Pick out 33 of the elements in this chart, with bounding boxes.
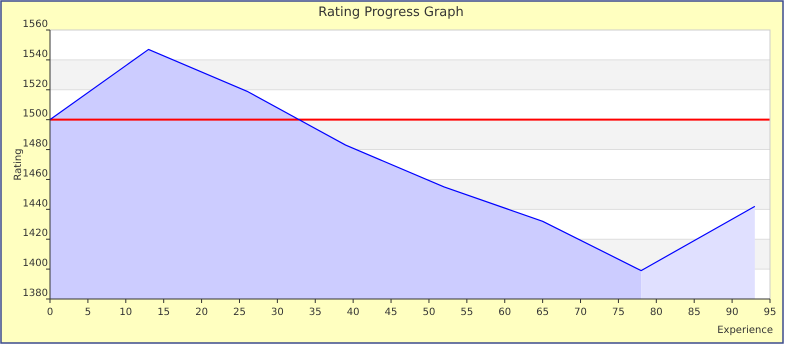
x-tick-label: 50 bbox=[422, 307, 436, 318]
x-tick-label: 40 bbox=[346, 307, 360, 318]
x-tick-label: 10 bbox=[119, 307, 132, 318]
x-tick-label: 60 bbox=[498, 307, 512, 318]
y-tick-label: 1540 bbox=[22, 48, 48, 60]
y-tick-label: 1460 bbox=[22, 168, 48, 180]
x-tick-label: 25 bbox=[233, 307, 246, 318]
x-tick-label: 55 bbox=[460, 307, 474, 318]
chart-title: Rating Progress Graph bbox=[318, 5, 464, 20]
x-tick-label: 35 bbox=[308, 307, 322, 318]
y-tick-label: 1560 bbox=[22, 19, 48, 30]
x-tick-label: 95 bbox=[764, 307, 776, 318]
x-tick-label: 20 bbox=[195, 307, 208, 318]
y-tick-label: 1440 bbox=[22, 198, 48, 210]
x-tick-label: 15 bbox=[157, 307, 170, 318]
x-tick-label: 0 bbox=[46, 307, 54, 318]
x-tick-label: 30 bbox=[271, 307, 284, 318]
y-tick-label: 1420 bbox=[22, 228, 48, 240]
x-tick-label: 5 bbox=[84, 307, 92, 318]
y-tick-label: 1500 bbox=[22, 108, 48, 120]
x-tick-label: 90 bbox=[726, 307, 738, 318]
x-tick-label: 80 bbox=[650, 307, 663, 318]
y-axis-title: Rating bbox=[13, 148, 24, 181]
x-tick-label: 70 bbox=[574, 307, 587, 318]
x-tick-label: 45 bbox=[384, 307, 398, 318]
y-tick-label: 1480 bbox=[22, 138, 48, 150]
y-tick-label: 1520 bbox=[22, 78, 48, 90]
y-tick-label: 1380 bbox=[22, 288, 48, 299]
x-axis-title: Experience bbox=[717, 325, 773, 336]
x-tick-label: 75 bbox=[612, 307, 625, 318]
y-tick-label: 1400 bbox=[22, 258, 48, 270]
x-tick-label: 65 bbox=[536, 307, 549, 318]
x-tick-label: 85 bbox=[688, 307, 701, 318]
